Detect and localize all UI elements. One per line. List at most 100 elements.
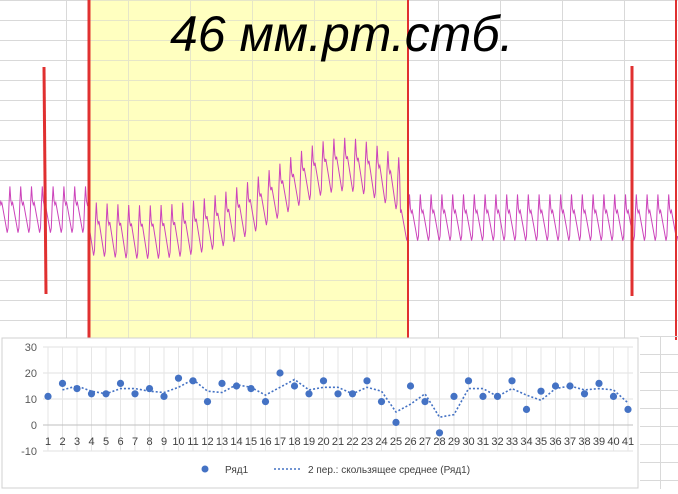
chart-legend: Ряд1 2 пер.: скользящее среднее (Ряд1) <box>201 465 470 476</box>
x-tick-label: 40 <box>607 436 619 448</box>
data-point <box>73 385 81 393</box>
data-point <box>450 392 458 400</box>
pressure-headline: 46 мм.рт.стб. <box>170 6 514 62</box>
data-point <box>58 379 67 387</box>
data-point <box>392 418 400 426</box>
data-point <box>464 377 473 385</box>
legend-label-series: Ряд1 <box>225 465 249 476</box>
data-point <box>479 392 487 400</box>
data-point <box>537 387 545 395</box>
legend-label-trendline: 2 пер.: скользящее среднее (Ряд1) <box>308 465 470 476</box>
x-tick-label: 35 <box>535 436 547 448</box>
y-tick-label: 0 <box>31 420 37 432</box>
data-point <box>189 377 197 385</box>
y-axis-ticks: 30 20 10 0 -10 <box>21 342 37 458</box>
x-tick-label: 10 <box>172 436 184 448</box>
data-point <box>609 392 618 400</box>
data-point <box>319 377 328 385</box>
data-point <box>551 382 560 390</box>
data-point <box>203 398 212 406</box>
x-tick-label: 9 <box>161 436 167 448</box>
data-point <box>595 379 603 387</box>
data-point <box>624 405 632 413</box>
x-tick-label: 14 <box>230 436 242 448</box>
x-tick-label: 26 <box>404 436 416 448</box>
data-point <box>218 379 226 387</box>
data-point <box>363 377 371 385</box>
x-tick-label: 34 <box>520 436 532 448</box>
x-tick-label: 38 <box>578 436 590 448</box>
scatter-chart[interactable]: 30 20 10 0 -10 1 2 3 4 5 6 7 8 9 10 11 12 13 14 15 16 17 18 19… <box>0 336 640 489</box>
data-point <box>174 374 183 382</box>
x-tick-label: 33 <box>506 436 518 448</box>
data-point <box>131 390 139 398</box>
x-tick-label: 13 <box>216 436 228 448</box>
data-point <box>116 379 125 387</box>
x-tick-label: 2 <box>59 436 65 448</box>
x-tick-label: 39 <box>593 436 605 448</box>
data-point <box>276 369 284 377</box>
x-tick-label: 41 <box>622 436 634 448</box>
data-point <box>377 398 386 406</box>
x-tick-label: 22 <box>346 436 358 448</box>
data-point <box>334 390 342 398</box>
data-point <box>348 390 357 398</box>
y-tick-label: 10 <box>25 394 37 406</box>
data-point <box>421 398 429 406</box>
x-tick-label: 1 <box>45 436 51 448</box>
data-point <box>566 382 574 390</box>
data-point <box>232 382 241 390</box>
marker-line-left <box>42 66 48 295</box>
data-point <box>522 405 531 413</box>
x-tick-label: 8 <box>146 436 152 448</box>
moving-average-line <box>62 378 629 419</box>
legend-marker-series <box>201 465 209 473</box>
x-tick-label: 23 <box>361 436 373 448</box>
data-point <box>290 382 299 390</box>
x-tick-label: 31 <box>477 436 489 448</box>
data-point <box>87 390 96 398</box>
data-point <box>102 390 110 398</box>
data-point <box>145 385 154 393</box>
y-tick-label: 20 <box>25 368 37 380</box>
data-point <box>508 377 516 385</box>
plot-gridlines <box>43 346 633 452</box>
data-point <box>247 385 255 393</box>
lower-sheet-area <box>0 336 678 489</box>
data-point <box>435 429 444 437</box>
x-tick-label: 28 <box>433 436 445 448</box>
x-tick-label: 20 <box>317 436 329 448</box>
y-tick-label: -10 <box>21 446 37 458</box>
x-tick-label: 32 <box>491 436 503 448</box>
highlighted-region <box>90 0 408 340</box>
x-tick-label: 21 <box>332 436 344 448</box>
x-tick-label: 19 <box>303 436 315 448</box>
data-point <box>406 382 415 390</box>
x-tick-label: 17 <box>274 436 286 448</box>
pressure-waveform-trace <box>0 137 678 259</box>
x-tick-label: 37 <box>564 436 576 448</box>
x-tick-label: 27 <box>419 436 431 448</box>
data-point <box>160 392 168 400</box>
x-tick-label: 11 <box>187 436 198 448</box>
x-tick-label: 29 <box>448 436 460 448</box>
data-points <box>44 369 632 437</box>
x-tick-label: 5 <box>103 436 109 448</box>
data-point <box>580 390 589 398</box>
x-tick-label: 18 <box>288 436 300 448</box>
x-tick-label: 7 <box>132 436 138 448</box>
data-point <box>261 398 270 406</box>
lower-gridlines <box>640 336 678 489</box>
x-tick-label: 15 <box>245 436 257 448</box>
x-tick-label: 6 <box>117 436 123 448</box>
x-tick-label: 25 <box>390 436 402 448</box>
data-point <box>305 390 313 398</box>
x-axis-ticks: 1 2 3 4 5 6 7 8 9 10 11 12 13 14 15 16 17 18 19 20 21 22 23 24 2… <box>45 436 634 448</box>
x-tick-label: 12 <box>201 436 213 448</box>
x-tick-label: 3 <box>74 436 80 448</box>
x-tick-label: 30 <box>462 436 474 448</box>
y-tick-label: 30 <box>25 342 37 354</box>
data-point <box>44 392 52 400</box>
